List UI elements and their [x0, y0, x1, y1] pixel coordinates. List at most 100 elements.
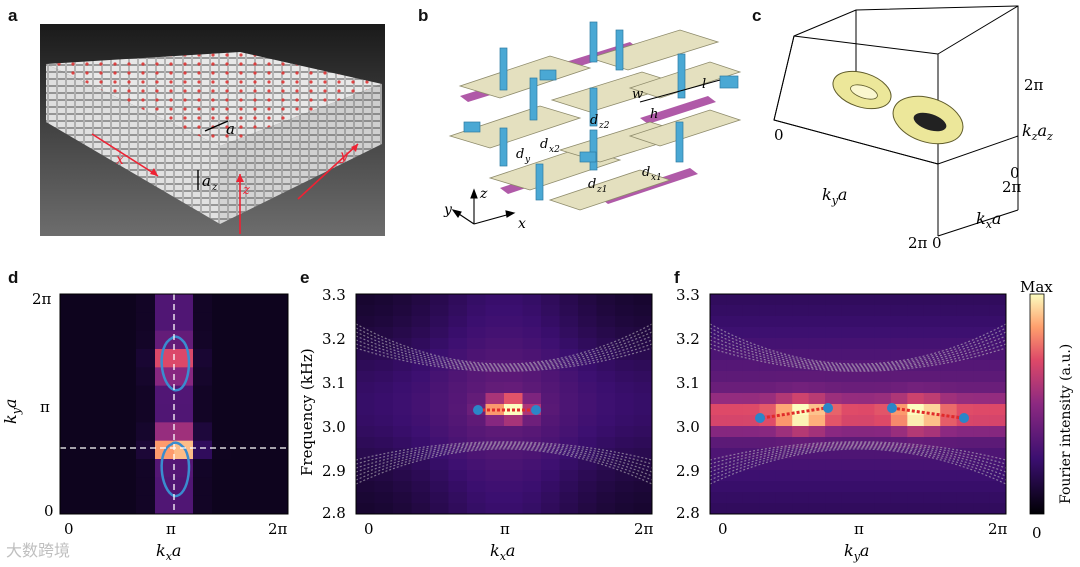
e-cell	[448, 437, 468, 449]
d-cell	[250, 495, 270, 515]
e-cell	[559, 338, 579, 350]
d-cell	[174, 349, 194, 368]
d-cell	[269, 385, 289, 405]
f-cell	[956, 481, 974, 493]
axis-y-label: y	[339, 148, 349, 164]
d-cell	[269, 330, 289, 350]
d-cell	[79, 367, 99, 387]
f-xtick-pi: π	[854, 520, 864, 538]
d-cell	[79, 495, 99, 515]
d-cell	[155, 459, 175, 478]
f-cell	[710, 415, 727, 427]
e-cell	[615, 360, 634, 372]
f-cell	[940, 294, 958, 306]
e-cell	[374, 294, 394, 306]
e-cell	[430, 327, 449, 339]
f-cell	[973, 437, 991, 449]
d-cell	[231, 495, 251, 515]
f-cell	[890, 305, 908, 317]
e-cell	[633, 426, 653, 438]
d-cell	[98, 312, 118, 332]
f-cell	[759, 349, 777, 361]
d-xtick-2pi: 2π	[268, 520, 288, 538]
d-cell	[212, 349, 232, 368]
f-cell	[989, 481, 1007, 493]
e-cell	[504, 305, 523, 317]
e-cell	[393, 459, 412, 471]
axis-z: z	[479, 186, 488, 202]
e-cell	[374, 415, 394, 427]
e-cell	[430, 448, 449, 460]
e-cell	[633, 448, 653, 460]
f-cell	[759, 327, 777, 339]
d-cell	[117, 312, 137, 332]
f-cell	[956, 404, 974, 416]
e-cell	[430, 294, 449, 306]
f-cell	[759, 294, 777, 306]
f-cell	[710, 481, 727, 493]
axis-x: x	[518, 216, 526, 232]
f-cell	[956, 503, 974, 515]
colorbar-label: Fourier intensity (a.u.)	[1058, 344, 1074, 504]
e-cell	[596, 492, 616, 504]
f-cell	[825, 426, 843, 438]
dim-w: w	[632, 87, 643, 102]
f-cell	[710, 316, 727, 328]
e-cell	[485, 338, 505, 350]
e-cell	[615, 305, 634, 317]
e-cell	[356, 503, 375, 515]
f-cell	[775, 459, 793, 471]
e-cell	[430, 360, 449, 372]
f-cell	[808, 481, 826, 493]
e-cell	[633, 404, 653, 416]
e-cell	[578, 448, 597, 460]
f-cell	[808, 360, 826, 372]
f-fermi-arc-left	[761, 406, 827, 420]
d-cell	[250, 459, 270, 478]
lattice-front-right	[220, 84, 382, 224]
f-cell	[759, 316, 777, 328]
e-cell	[356, 481, 375, 493]
f-cell	[759, 448, 777, 460]
e-cell	[374, 404, 394, 416]
f-cell	[726, 305, 744, 317]
e-cell	[578, 404, 597, 416]
d-cell	[60, 404, 80, 423]
f-cell	[841, 503, 859, 515]
f-cell	[940, 316, 958, 328]
e-cell	[522, 371, 542, 383]
e-cell	[541, 437, 560, 449]
f-cell	[841, 470, 859, 482]
f-cell	[858, 481, 875, 493]
f-cell	[726, 448, 744, 460]
f-band	[709, 347, 1007, 372]
f-cell	[989, 294, 1007, 306]
f-band	[709, 447, 1007, 481]
f-cell	[825, 404, 843, 416]
e-cell	[615, 481, 634, 493]
e-cell	[430, 393, 449, 405]
e-cell	[522, 305, 542, 317]
d-cell	[250, 312, 270, 332]
e-cell	[559, 360, 579, 372]
e-cell	[541, 470, 560, 482]
e-cell	[596, 294, 616, 306]
e-cell	[504, 481, 523, 493]
e-cell	[393, 360, 412, 372]
dim-dx2: d	[540, 137, 548, 152]
f-cell	[792, 371, 810, 383]
f-cell	[742, 349, 760, 361]
e-cell	[411, 404, 431, 416]
f-cell	[726, 382, 744, 394]
d-cell	[136, 459, 156, 478]
e-cell	[615, 470, 634, 482]
e-cell	[430, 437, 449, 449]
e-cell	[596, 426, 616, 438]
f-cell	[874, 404, 892, 416]
e-cell	[448, 415, 468, 427]
y-axis-arrow	[297, 143, 359, 200]
e-cell	[522, 327, 542, 339]
e-cell	[596, 404, 616, 416]
f-cell	[923, 393, 941, 405]
d-cell	[193, 459, 213, 478]
